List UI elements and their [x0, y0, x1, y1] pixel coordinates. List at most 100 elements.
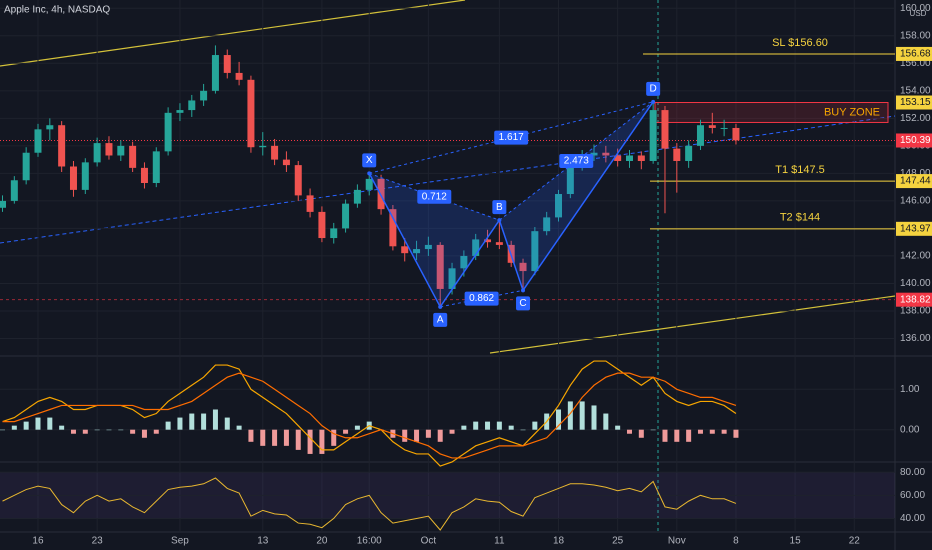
histogram-bar [697, 429, 703, 434]
x-tick-label: 15 [790, 536, 802, 547]
histogram-bar [461, 425, 467, 430]
candle-body [685, 145, 693, 161]
histogram-bar [556, 409, 562, 430]
pattern-point [521, 288, 526, 293]
histogram-bar [165, 421, 171, 430]
pattern-point [651, 99, 656, 104]
candle-body [152, 151, 160, 184]
histogram-bar [153, 429, 159, 434]
y-tick-label: 80.00 [900, 467, 925, 478]
histogram-bar [307, 429, 313, 454]
candle-body [543, 217, 551, 232]
pattern-box [433, 312, 448, 327]
histogram-bar [615, 425, 621, 430]
candle-body [696, 125, 704, 146]
candle-body [566, 165, 574, 195]
candle-body [519, 262, 527, 272]
y-tick-label: 40.00 [900, 513, 925, 524]
y-tick-label: 158.00 [900, 30, 931, 41]
candle-body [602, 152, 610, 156]
candle-body [625, 155, 633, 161]
candle-body [732, 127, 740, 141]
pattern-box [362, 153, 377, 168]
pattern-point [367, 171, 372, 176]
histogram-bar [603, 413, 609, 430]
x-tick-label: 25 [612, 536, 624, 547]
histogram-bar [496, 421, 502, 430]
x-tick-label: 20 [316, 536, 328, 547]
price-box [896, 221, 932, 236]
candle-body [637, 155, 645, 161]
candle-body [294, 165, 302, 196]
histogram-bar [236, 425, 242, 430]
candle-body [306, 195, 314, 212]
candle-body [271, 145, 279, 160]
price-box-label: 153.15 [900, 97, 931, 108]
histogram-bar [23, 421, 29, 430]
ratio-box [494, 130, 529, 145]
candle-body [58, 125, 66, 167]
pattern-box [646, 81, 661, 96]
candle-body [531, 231, 539, 272]
histogram-bar [47, 417, 53, 430]
histogram-bar [319, 429, 325, 454]
candle-body [0, 200, 6, 208]
candle-body [708, 125, 716, 128]
x-tick-label: Oct [421, 536, 437, 547]
candle-body [46, 125, 54, 130]
trend-line [0, 115, 896, 244]
candle-body [555, 194, 563, 218]
histogram-bar [11, 425, 17, 430]
macd-line [2, 372, 737, 459]
candle-body [436, 244, 444, 289]
price-box-label: 138.82 [900, 294, 931, 305]
level-label: T1 $147.5 [775, 164, 825, 176]
y-tick-label: 138.00 [900, 306, 931, 317]
ratio-box [417, 189, 452, 204]
candle-body [424, 244, 432, 250]
histogram-bar [626, 429, 632, 434]
histogram-bar [354, 425, 360, 430]
price-box [896, 133, 932, 148]
candle-body [69, 166, 77, 190]
candle-body [34, 129, 42, 153]
histogram-bar [177, 417, 183, 430]
histogram-bar [283, 429, 289, 446]
histogram-bar [567, 401, 573, 430]
ratio-label: 0.712 [422, 191, 447, 202]
histogram-bar [425, 429, 431, 438]
candle-body [495, 242, 503, 245]
candle-body [10, 180, 18, 201]
price-box-label: 150.39 [900, 135, 931, 146]
candle-body [318, 211, 326, 239]
pattern-label: D [650, 83, 657, 94]
x-tick-label: 18 [553, 536, 565, 547]
x-tick-label: 11 [494, 536, 505, 547]
y-tick-label: 0.00 [900, 424, 920, 435]
histogram-bar [414, 429, 420, 442]
histogram-bar [272, 429, 278, 446]
candle-body [342, 203, 350, 229]
candle-body [330, 228, 338, 239]
candle-body [93, 143, 101, 163]
price-box-label: 143.97 [900, 223, 931, 234]
pattern-area [499, 101, 654, 291]
histogram-bar [591, 405, 597, 430]
price-box [896, 46, 932, 61]
candle-body [720, 127, 728, 129]
candle-body [413, 249, 421, 254]
histogram-bar [485, 421, 491, 430]
histogram-bar [579, 401, 585, 430]
x-tick-label: 16 [32, 536, 44, 547]
histogram-bar [532, 421, 538, 430]
histogram-bar [473, 421, 479, 430]
ratio-box [464, 291, 499, 306]
y-tick-label: 156.00 [900, 58, 931, 69]
candle-body [661, 110, 669, 149]
candle-body [140, 167, 148, 184]
candle-body [353, 189, 361, 204]
pattern-label: A [437, 314, 444, 325]
histogram-bar [662, 429, 668, 442]
